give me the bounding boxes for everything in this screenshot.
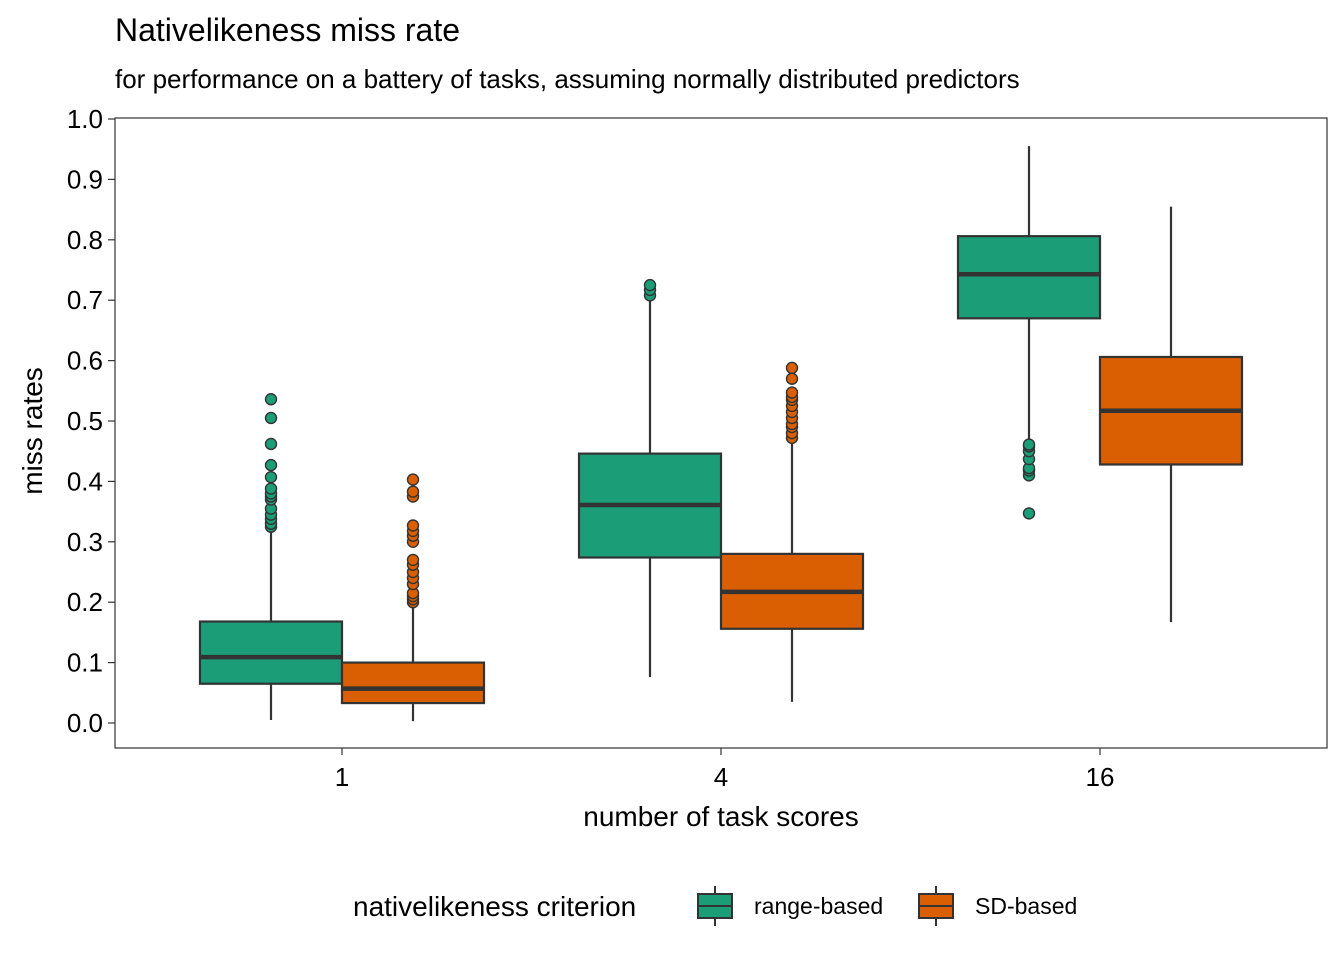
chart-title: Nativelikeness miss rate	[115, 12, 460, 48]
outlier-point	[264, 393, 278, 406]
y-tick-label: 0.2	[67, 587, 103, 617]
y-tick-label: 0.9	[67, 164, 103, 194]
x-tick-label: 4	[714, 762, 728, 792]
y-tick-label: 0.1	[67, 648, 103, 678]
outlier-point	[264, 470, 278, 484]
y-tick-label: 0.4	[67, 466, 103, 496]
x-tick-label: 1	[335, 762, 349, 792]
outlier-point	[264, 458, 278, 472]
box	[956, 235, 1102, 320]
outlier-point	[406, 553, 420, 567]
y-tick-label: 0.3	[67, 527, 103, 557]
y-tick-label: 0.7	[67, 285, 103, 315]
outlier-point	[1022, 507, 1036, 520]
x-axis-title: number of task scores	[583, 801, 858, 832]
outlier-point	[406, 473, 420, 486]
outlier-point	[643, 278, 657, 292]
legend-item-label: range-based	[754, 893, 883, 919]
outlier-point	[785, 386, 799, 399]
outlier-point	[785, 372, 799, 385]
legend-item-label: SD-based	[975, 893, 1077, 919]
y-tick-label: 1.0	[67, 104, 103, 134]
y-tick-label: 0.5	[67, 406, 103, 436]
y-tick-label: 0.8	[67, 225, 103, 255]
outlier-point	[785, 361, 799, 375]
outlier-point	[406, 485, 420, 498]
box	[198, 620, 344, 685]
outlier-point	[1022, 438, 1036, 451]
y-tick-label: 0.0	[67, 708, 103, 738]
outlier-point	[264, 482, 278, 495]
outlier-point	[264, 437, 278, 451]
box	[340, 661, 486, 705]
chart-subtitle: for performance on a battery of tasks, a…	[115, 64, 1020, 94]
y-axis-title: miss rates	[17, 367, 48, 495]
outlier-point	[406, 519, 420, 532]
outlier-point	[264, 411, 278, 425]
legend-title: nativelikeness criterion	[353, 891, 636, 922]
x-tick-label: 16	[1086, 762, 1115, 792]
y-tick-label: 0.6	[67, 346, 103, 376]
